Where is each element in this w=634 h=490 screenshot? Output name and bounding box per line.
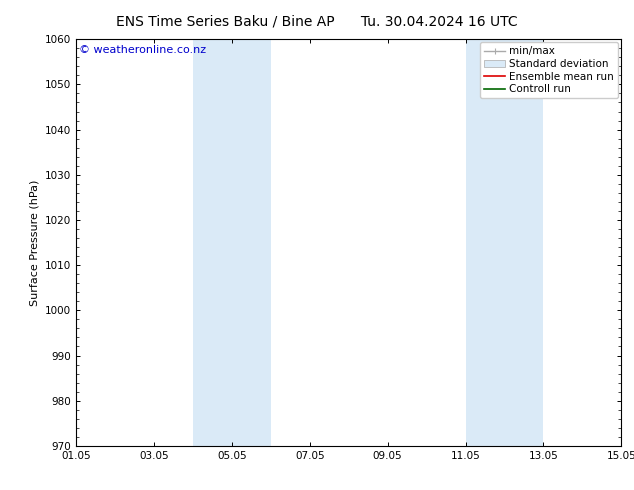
Legend: min/max, Standard deviation, Ensemble mean run, Controll run: min/max, Standard deviation, Ensemble me… [480,42,618,98]
Bar [193,39,271,446]
Bar [465,39,543,446]
Text: © weatheronline.co.nz: © weatheronline.co.nz [79,45,206,55]
Y-axis label: Surface Pressure (hPa): Surface Pressure (hPa) [29,179,39,306]
Text: ENS Time Series Baku / Bine AP      Tu. 30.04.2024 16 UTC: ENS Time Series Baku / Bine AP Tu. 30.04… [116,15,518,29]
